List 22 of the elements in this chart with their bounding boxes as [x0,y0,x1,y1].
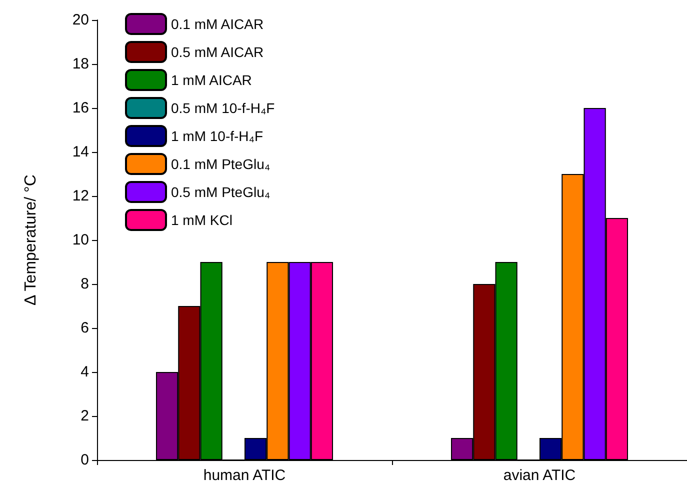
y-axis-title: Δ Temperature/ °C [22,174,40,306]
y-tick-label: 8 [80,276,89,292]
y-tick-label: 12 [72,188,89,204]
legend-label: 0.5 mM AICAR [171,44,264,60]
y-tick-label: 4 [80,364,89,380]
legend-label: 1 mM KCl [171,212,232,228]
legend-label: 1 mM 10-f-H₄F [171,128,264,144]
y-tick-label: 14 [72,144,89,160]
y-tick-label: 18 [72,56,89,72]
legend-label: 0.1 mM PteGlu₄ [171,156,270,172]
y-tick-label: 20 [72,12,89,28]
y-tick-label: 0 [80,452,89,468]
x-tick-label: avian ATIC [503,467,576,484]
legend-label: 0.5 mM PteGlu₄ [171,184,270,200]
y-tick-label: 16 [72,100,89,116]
legend-label: 0.1 mM AICAR [171,16,264,32]
legend-label: 0.5 mM 10-f-H₄F [171,100,275,116]
y-tick-label: 2 [80,408,89,424]
y-tick-label: 10 [72,232,89,248]
y-tick-label: 6 [80,320,89,336]
x-tick-label: human ATIC [203,467,286,484]
legend-label: 1 mM AICAR [171,72,252,88]
